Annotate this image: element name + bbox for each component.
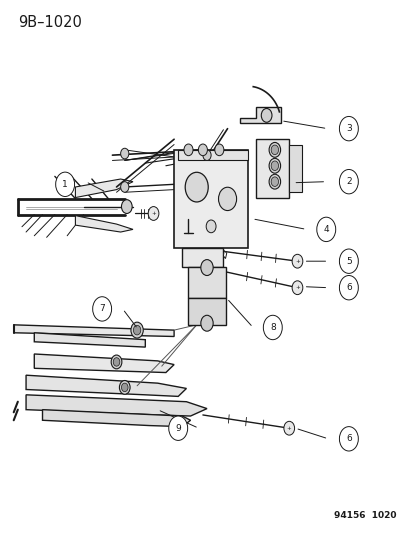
Polygon shape [178, 150, 247, 160]
Polygon shape [75, 216, 133, 232]
Polygon shape [75, 179, 133, 198]
Circle shape [218, 187, 236, 211]
Polygon shape [174, 150, 247, 248]
Text: +: + [294, 259, 299, 264]
Circle shape [292, 254, 302, 268]
Text: 2: 2 [345, 177, 351, 186]
Circle shape [200, 260, 213, 276]
Circle shape [119, 381, 130, 394]
Text: 1: 1 [62, 180, 68, 189]
Circle shape [316, 217, 335, 241]
Circle shape [183, 144, 192, 156]
Circle shape [120, 148, 128, 159]
Circle shape [261, 109, 271, 122]
Text: +: + [294, 285, 299, 290]
Circle shape [200, 316, 213, 331]
Polygon shape [289, 144, 301, 192]
Polygon shape [223, 251, 226, 259]
Text: 7: 7 [99, 304, 105, 313]
Polygon shape [26, 375, 186, 397]
Polygon shape [188, 298, 225, 325]
Polygon shape [14, 325, 174, 336]
Circle shape [214, 144, 223, 156]
Text: 3: 3 [345, 124, 351, 133]
Circle shape [268, 158, 280, 173]
Circle shape [202, 150, 211, 160]
Circle shape [271, 161, 278, 171]
Text: 9B–1020: 9B–1020 [18, 14, 81, 30]
Text: 4: 4 [323, 225, 328, 234]
Text: 6: 6 [345, 283, 351, 292]
Circle shape [93, 297, 112, 321]
Circle shape [263, 316, 282, 340]
Circle shape [198, 144, 207, 156]
Polygon shape [43, 410, 190, 426]
Circle shape [133, 325, 140, 335]
Circle shape [339, 116, 358, 141]
Circle shape [55, 172, 74, 197]
Polygon shape [26, 395, 206, 416]
Circle shape [271, 145, 278, 155]
Circle shape [121, 383, 128, 392]
Text: 9: 9 [175, 424, 180, 433]
Polygon shape [188, 266, 225, 298]
Text: +: + [286, 426, 291, 431]
Text: 5: 5 [345, 257, 351, 265]
Circle shape [339, 426, 358, 451]
Polygon shape [182, 248, 223, 266]
Text: 94156  1020: 94156 1020 [333, 511, 395, 520]
Circle shape [185, 172, 208, 202]
Circle shape [111, 355, 121, 369]
Polygon shape [256, 139, 289, 198]
Circle shape [283, 421, 294, 435]
Circle shape [339, 169, 358, 194]
Circle shape [339, 276, 358, 300]
Circle shape [121, 200, 132, 214]
Text: 6: 6 [345, 434, 351, 443]
Polygon shape [239, 108, 280, 123]
Circle shape [113, 358, 119, 366]
Circle shape [339, 249, 358, 273]
Text: 8: 8 [269, 323, 275, 332]
Circle shape [271, 177, 278, 187]
Circle shape [131, 322, 143, 338]
Circle shape [206, 220, 216, 233]
Circle shape [169, 416, 187, 440]
Circle shape [148, 207, 159, 220]
Text: +: + [151, 211, 156, 216]
Polygon shape [34, 354, 174, 373]
Circle shape [292, 281, 302, 295]
Circle shape [268, 174, 280, 189]
Circle shape [120, 182, 128, 192]
Polygon shape [34, 333, 145, 347]
Circle shape [268, 142, 280, 157]
